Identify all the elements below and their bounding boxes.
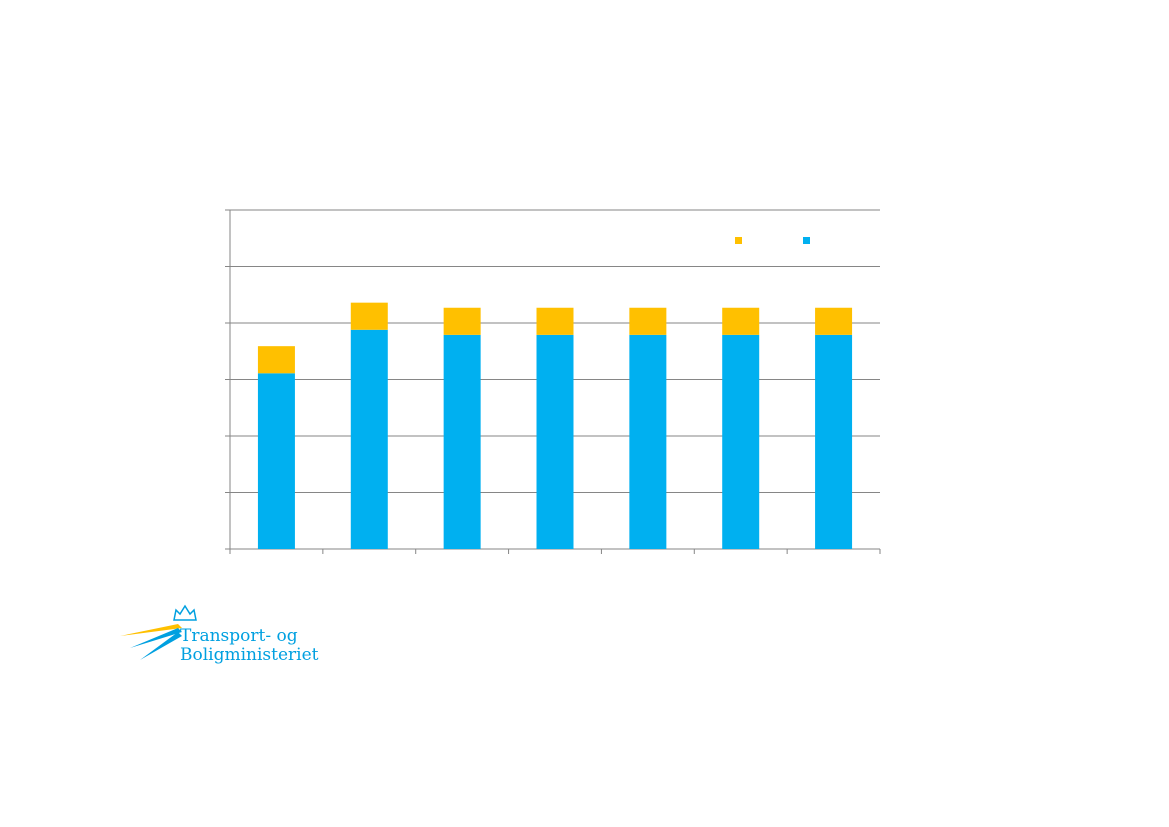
logo-swoosh [140, 632, 182, 660]
bar-segment [350, 302, 388, 330]
bar-segment [629, 334, 667, 549]
bar-segment [350, 329, 388, 549]
bar-segment [722, 307, 760, 335]
logo-text: Transport- og [180, 626, 298, 646]
bar-segment [443, 334, 481, 549]
logo-text: Boligministeriet [180, 645, 319, 665]
bar-segment [536, 307, 574, 335]
bar-segment [722, 334, 760, 549]
bar-segment [815, 334, 853, 549]
legend-marker [735, 237, 742, 244]
bar-segment [629, 307, 667, 335]
logo-swoosh [120, 624, 182, 636]
bar-segment [536, 334, 574, 549]
bar-segment [443, 307, 481, 335]
logo-crown [173, 604, 197, 621]
legend-marker [803, 237, 810, 244]
bar-segment [257, 346, 295, 374]
bar-segment [257, 373, 295, 549]
logo-swoosh [130, 628, 182, 648]
logo: Transport- og Boligministeriet [120, 604, 319, 665]
bar-segment [815, 307, 853, 335]
